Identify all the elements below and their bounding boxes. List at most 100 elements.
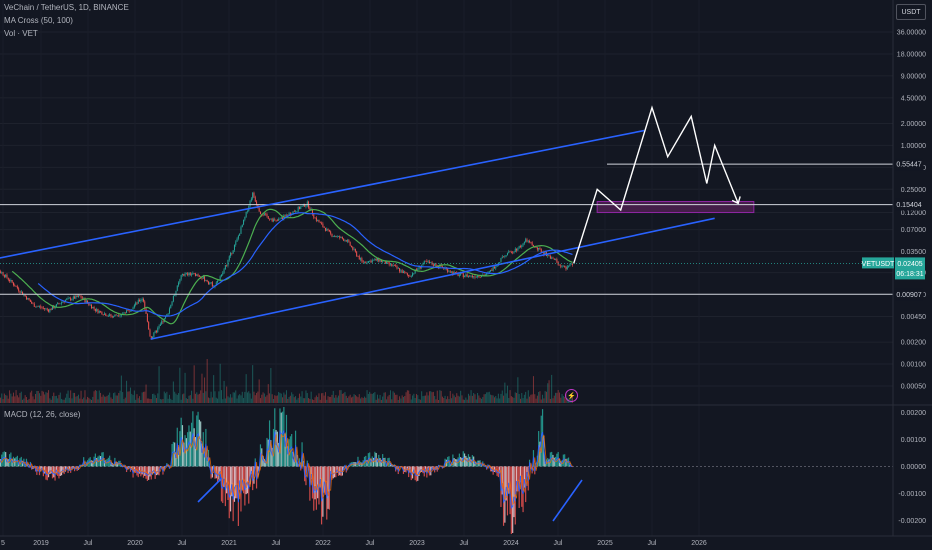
candle-body	[422, 263, 424, 266]
candle-body	[404, 271, 406, 273]
volume-bar	[321, 393, 323, 403]
volume-bar	[536, 395, 538, 403]
volume-bar	[473, 393, 475, 403]
time-tick: 2023	[409, 540, 425, 547]
volume-bar	[282, 397, 284, 403]
candle-body	[6, 274, 8, 278]
candle-body	[284, 215, 286, 216]
candle-body	[123, 312, 125, 314]
candle-body	[2, 272, 4, 276]
ma-cross-legend[interactable]: MA Cross (50, 100)	[4, 16, 73, 25]
candle-body	[113, 316, 115, 317]
volume-bar	[486, 392, 488, 403]
candle-body	[67, 297, 69, 299]
volume-bar	[445, 399, 447, 403]
volume-bar	[7, 398, 9, 403]
volume-bar	[93, 391, 95, 403]
candle-body	[107, 315, 109, 317]
candle-body	[217, 280, 219, 283]
candle-body	[250, 198, 252, 201]
macd-hist-bar	[235, 466, 237, 499]
volume-bar	[12, 392, 14, 403]
candle-body	[406, 273, 408, 275]
volume-bar	[217, 398, 219, 403]
candle-body	[191, 274, 193, 276]
candle-body	[50, 308, 52, 310]
candle-body	[7, 277, 9, 280]
volume-legend[interactable]: Vol · VET	[4, 29, 38, 38]
candle-body	[460, 273, 462, 275]
volume-bar	[96, 390, 98, 403]
candle-body	[434, 263, 436, 266]
volume-bar	[517, 377, 519, 403]
volume-bar	[451, 398, 453, 403]
volume-bar	[258, 379, 260, 403]
macd-legend[interactable]: MACD (12, 26, close)	[4, 410, 81, 419]
candle-body	[249, 200, 251, 207]
volume-bar	[293, 397, 295, 403]
candle-body	[70, 297, 72, 301]
candle-body	[215, 282, 217, 286]
volume-bar	[317, 396, 319, 403]
divergence-line-1	[197, 477, 223, 503]
candle-body	[115, 314, 117, 316]
macd-tick: -0.00200	[898, 518, 926, 525]
volume-bar	[480, 398, 482, 403]
macd-hist-bar	[58, 466, 60, 479]
candle-body	[539, 247, 541, 250]
volume-bar	[124, 397, 126, 403]
volume-bar	[328, 396, 330, 403]
time-axis[interactable]: 5 2019 Jul 2020 Jul 2021 Jul 2022 Jul 2023 Jul 2024…	[1, 540, 707, 547]
macd-hist-bar	[201, 443, 203, 467]
candle-body	[32, 303, 34, 305]
candle-body	[473, 276, 475, 278]
currency-button[interactable]: USDT	[896, 4, 926, 20]
candle-body	[331, 233, 333, 237]
candle-body	[75, 295, 77, 299]
volume-bar	[178, 393, 180, 403]
macd-hist-bar	[203, 451, 206, 467]
volume-bar	[193, 365, 195, 403]
candle-body	[97, 309, 99, 313]
candle-body	[254, 197, 256, 202]
macd-hist-bar	[453, 458, 455, 467]
candle-body	[38, 306, 40, 307]
volume-bar	[460, 390, 462, 403]
volume-bar	[337, 395, 339, 403]
volume-bar	[214, 391, 216, 403]
volume-bar	[421, 391, 423, 403]
candle-body	[92, 306, 94, 309]
volume-bar	[176, 394, 178, 403]
volume-bar	[428, 391, 430, 403]
svg-text:0.00907: 0.00907	[896, 292, 921, 299]
candle-body	[324, 227, 326, 231]
candle-body	[447, 268, 449, 272]
volume-bar	[140, 399, 142, 403]
volume-bar	[146, 398, 148, 403]
candle-body	[371, 260, 373, 263]
volume-bar	[232, 392, 234, 403]
volume-bar	[431, 392, 433, 403]
volume-bar	[339, 390, 341, 403]
price-axis[interactable]: 36.00000 18.00000 9.00000 4.50000 2.00000 1.0…	[0, 0, 932, 537]
volume-bar	[59, 392, 61, 403]
macd-hist-bar	[553, 457, 555, 467]
volume-bar	[427, 395, 429, 403]
macd-hist-bar	[556, 453, 558, 467]
macd-hist-bar	[510, 466, 512, 534]
ma-line	[11, 208, 573, 325]
volume-bar	[136, 394, 138, 403]
macd-hist-bar	[281, 411, 284, 467]
candle-body	[53, 306, 55, 309]
volume-bar	[412, 395, 414, 403]
volume-bar	[343, 393, 345, 403]
volume-bar	[479, 397, 481, 403]
lightning-icon[interactable]: ⚡	[565, 389, 578, 402]
candle-body	[57, 303, 59, 305]
volume-bar	[57, 398, 59, 403]
candle-body	[493, 266, 495, 269]
candle-body	[348, 240, 350, 242]
macd-hist-bar	[7, 459, 9, 467]
volume-bar	[475, 399, 477, 403]
